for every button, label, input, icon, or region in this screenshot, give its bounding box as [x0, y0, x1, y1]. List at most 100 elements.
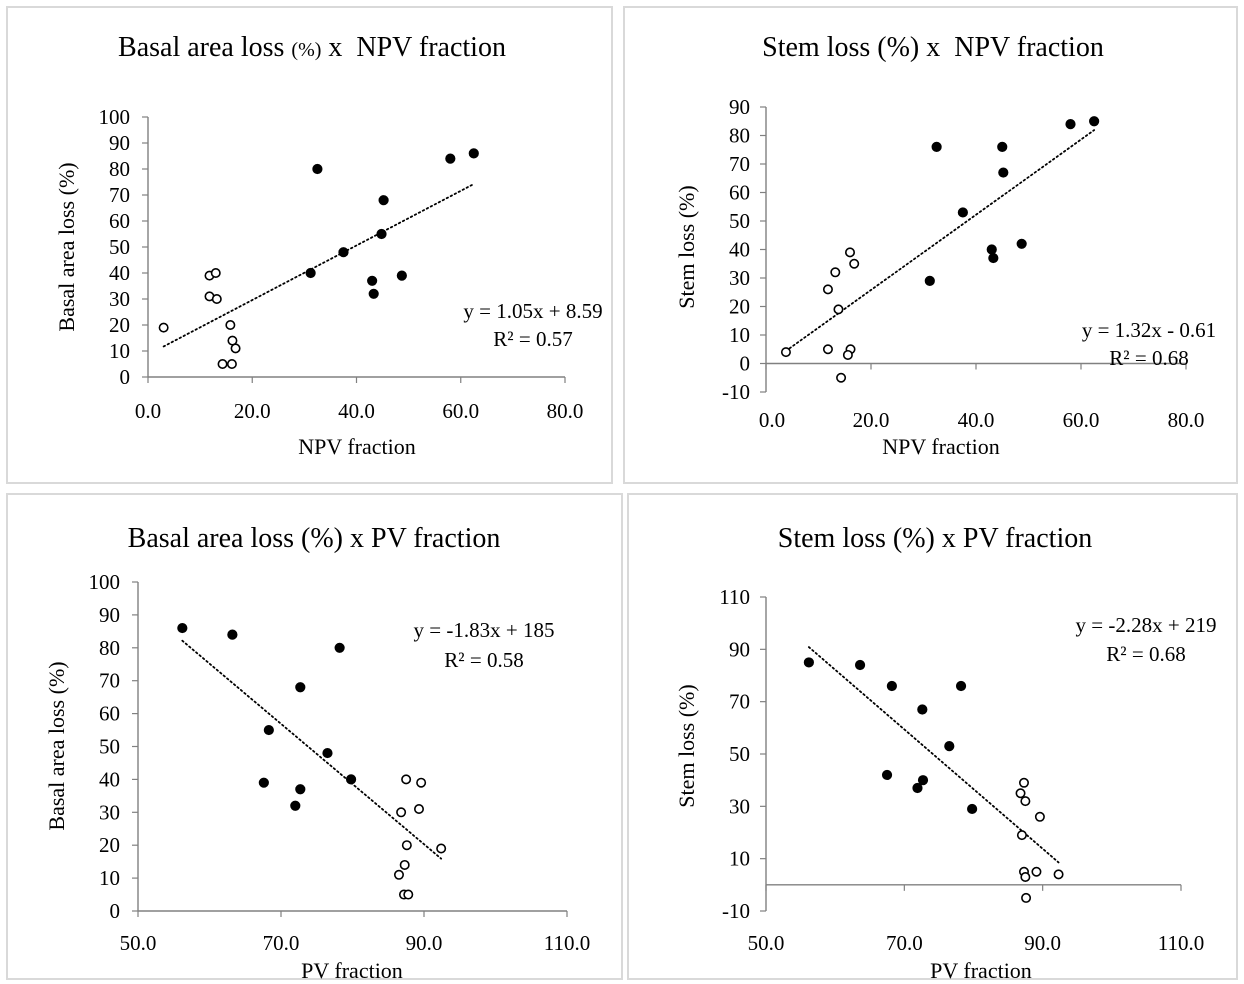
y-tick-label: -10: [722, 380, 750, 404]
x-tick-label: 60.0: [442, 399, 479, 423]
data-point-filled: [334, 642, 345, 653]
y-tick-label: 90: [729, 95, 750, 119]
y-tick-label: 70: [109, 183, 130, 207]
data-point-filled: [345, 774, 357, 785]
panel-border: [6, 493, 623, 980]
chart-panel-2: Stem loss (%) x NPV fraction 0.0 20.0 40.0 6…: [623, 6, 1238, 484]
data-point-hollow: [401, 840, 412, 851]
data-point-filled: [967, 803, 978, 815]
y-tick-label: 90: [729, 637, 750, 661]
data-point-filled: [924, 275, 935, 286]
y-tick-label: 10: [729, 847, 750, 871]
data-point-filled: [917, 775, 929, 786]
r-squared-label: R² = 0.58: [444, 648, 523, 672]
data-point-filled: [1089, 116, 1100, 127]
y-tick-label: 70: [729, 690, 750, 714]
y-tick-label: 10: [729, 323, 750, 347]
y-tick-label: 30: [99, 800, 120, 824]
data-point-hollow: [1021, 892, 1032, 903]
data-point-hollow: [830, 267, 841, 278]
data-point-filled: [263, 724, 274, 736]
data-point-hollow: [1018, 777, 1029, 788]
chart-title-part: Basal area loss (%) x PV fraction: [128, 523, 501, 554]
data-point-filled: [912, 782, 923, 794]
y-tick-label: 80: [109, 157, 130, 181]
data-point-hollow: [399, 859, 410, 870]
x-tick-label: 20.0: [234, 399, 271, 423]
data-point-hollow: [842, 349, 853, 360]
x-tick-label: 70.0: [886, 931, 923, 955]
y-tick-label: 50: [729, 742, 750, 766]
data-point-filled: [1016, 238, 1027, 249]
panel-border: [6, 6, 613, 484]
data-point-filled: [468, 148, 479, 159]
trendline: [807, 646, 1060, 864]
data-point-hollow: [822, 344, 833, 355]
y-tick-label: 40: [99, 767, 120, 791]
data-point-filled: [396, 270, 407, 281]
chart-title: Basal area loss (%) x PV fraction: [128, 523, 501, 554]
y-tick-label: 40: [109, 261, 130, 285]
data-point-hollow: [1053, 869, 1064, 880]
data-point-hollow: [226, 358, 237, 369]
data-point-filled: [986, 244, 997, 255]
chart-title-part: Stem loss (%) x NPV fraction: [762, 32, 1104, 63]
x-tick-label: 50.0: [748, 931, 785, 955]
trendline: [181, 639, 443, 860]
y-tick-label: 0: [110, 899, 121, 923]
r-squared-label: R² = 0.57: [493, 327, 572, 351]
y-tick-label: 90: [109, 131, 130, 155]
data-point-hollow: [401, 774, 412, 785]
chart-title-part: x NPV fraction: [321, 32, 506, 63]
y-tick-label: 0: [120, 365, 131, 389]
data-point-hollow: [833, 304, 844, 315]
data-point-filled: [998, 167, 1009, 178]
data-point-hollow: [225, 319, 236, 330]
data-point-hollow: [396, 807, 407, 818]
y-tick-label: 60: [729, 181, 750, 205]
data-point-filled: [445, 153, 456, 164]
data-point-filled: [177, 622, 188, 634]
data-point-filled: [944, 741, 955, 752]
x-axis-title: NPV fraction: [298, 434, 416, 459]
data-point-hollow: [836, 372, 847, 383]
data-point-filled: [295, 682, 306, 693]
panel-border: [623, 6, 1238, 484]
data-point-hollow: [413, 804, 424, 815]
chart-title-part: Stem loss (%) x PV fraction: [778, 523, 1092, 554]
y-axis-title: Basal area loss (%): [44, 661, 69, 830]
data-point-filled: [305, 267, 316, 279]
r-squared-label: R² = 0.68: [1106, 642, 1185, 666]
data-point-hollow: [210, 267, 221, 278]
data-point-filled: [881, 769, 893, 781]
chart-title-part: Basal area loss: [118, 32, 291, 63]
chart-title: Basal area loss (%) x NPV fraction: [118, 32, 506, 63]
chart-title: Stem loss (%) x PV fraction: [778, 523, 1092, 554]
data-point-hollow: [393, 869, 404, 880]
data-point-filled: [988, 252, 999, 264]
data-point-filled: [997, 141, 1008, 152]
y-tick-label: 100: [89, 570, 121, 594]
y-tick-label: 30: [109, 287, 130, 311]
data-point-hollow: [1031, 866, 1042, 877]
x-tick-label: 60.0: [1063, 408, 1100, 432]
y-tick-label: -10: [722, 899, 750, 923]
y-axis-title: Stem loss (%): [674, 185, 699, 308]
data-point-hollow: [780, 347, 791, 358]
data-point-hollow: [822, 284, 833, 295]
y-tick-label: 60: [109, 209, 130, 233]
data-point-filled: [376, 228, 387, 240]
x-tick-label: 50.0: [120, 931, 157, 955]
data-point-hollow: [158, 322, 169, 333]
trendline: [785, 129, 1096, 352]
data-point-hollow: [403, 889, 414, 900]
data-point-hollow: [416, 777, 427, 788]
data-point-hollow: [230, 343, 241, 354]
y-tick-label: 40: [729, 238, 750, 262]
y-tick-label: 10: [109, 339, 130, 363]
data-point-hollow: [436, 843, 447, 854]
data-point-hollow: [1015, 788, 1026, 799]
x-tick-label: 20.0: [853, 408, 890, 432]
data-point-filled: [854, 659, 866, 671]
